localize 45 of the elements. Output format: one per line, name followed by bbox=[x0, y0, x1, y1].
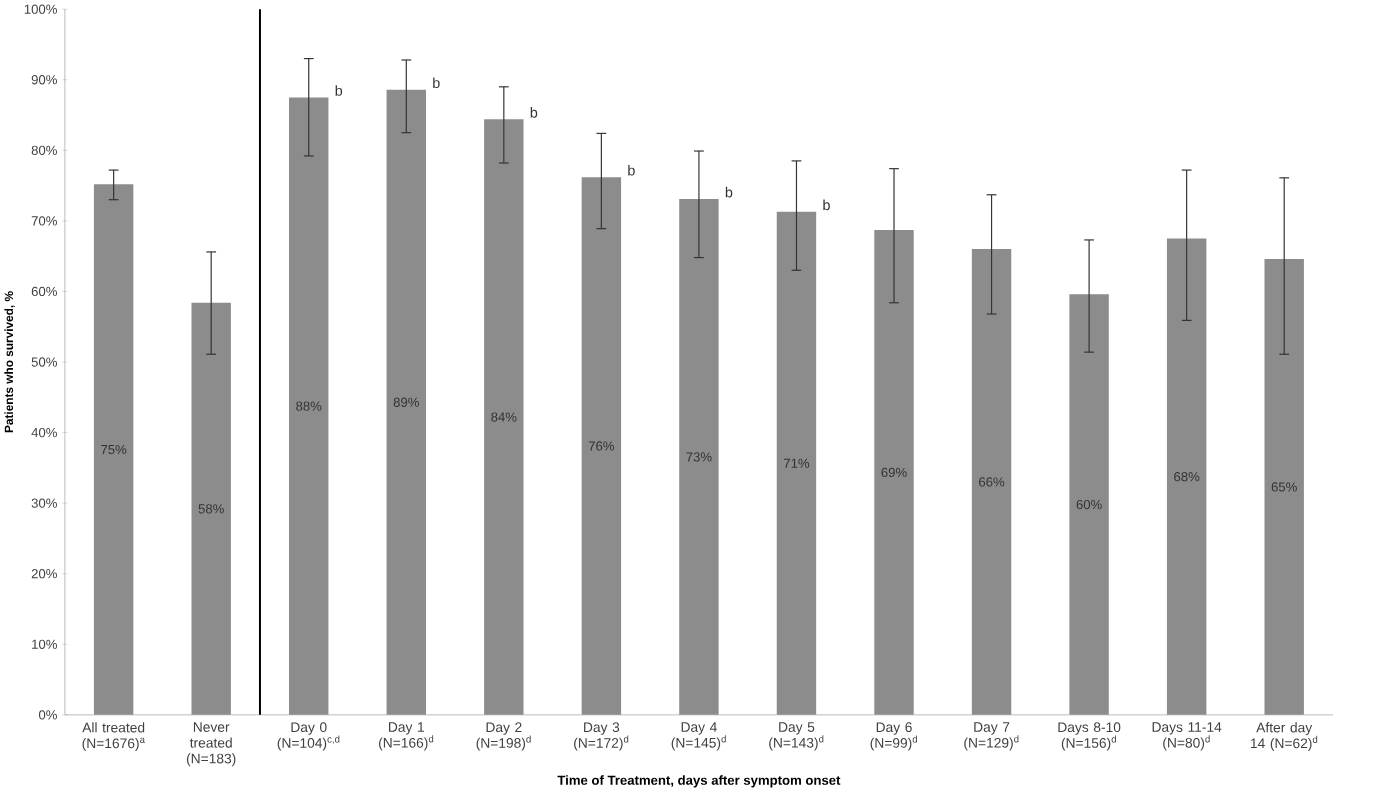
data-label: 89% bbox=[393, 397, 419, 407]
data-label: 71% bbox=[784, 458, 810, 468]
y-axis-title: Patients who survived, % bbox=[4, 291, 15, 433]
x-tick-label: All treated (N=1676)$^{a}$ bbox=[82, 722, 145, 752]
annotation: b bbox=[628, 165, 635, 176]
annotation: b bbox=[530, 107, 538, 118]
y-tick-label: 30% bbox=[31, 498, 57, 508]
data-label: 75% bbox=[101, 445, 127, 455]
x-tick-label: Day 0 (N=104)$^{c,d}$ bbox=[277, 722, 340, 751]
data-label: 73% bbox=[686, 452, 712, 462]
x-axis-title: Time of Treatment, days after symptom onset bbox=[557, 775, 841, 788]
data-label: 58% bbox=[198, 504, 224, 514]
x-tick-label: Day 1 (N=166)$^{d}$ bbox=[379, 722, 434, 751]
data-label: 88% bbox=[296, 401, 322, 411]
annotation: b bbox=[823, 199, 830, 211]
x-tick-label: Day 6 (N=99)$^{d}$ bbox=[870, 722, 918, 751]
data-label: 69% bbox=[881, 467, 907, 478]
data-label: 84% bbox=[491, 412, 517, 422]
x-tick-label: Never treated (N=183) bbox=[186, 722, 236, 767]
y-tick-label: 60% bbox=[31, 286, 57, 297]
y-tick-label: 70% bbox=[31, 216, 57, 226]
annotation: b bbox=[433, 77, 440, 89]
y-tick-label: 0% bbox=[38, 710, 57, 720]
data-label: 68% bbox=[1174, 472, 1200, 482]
annotation: b bbox=[335, 85, 343, 96]
y-tick-label: 80% bbox=[31, 145, 57, 156]
y-tick-label: 20% bbox=[31, 569, 57, 579]
x-tick-label: Day 2 (N=198)$^{d}$ bbox=[476, 722, 531, 751]
y-tick-label: 90% bbox=[31, 75, 57, 85]
y-tick-label: 100% bbox=[24, 4, 57, 14]
data-label: 65% bbox=[1271, 482, 1297, 492]
x-tick-label: Day 4 (N=145)$^{d}$ bbox=[671, 722, 726, 751]
x-tick-label: Day 7 (N=129)$^{d}$ bbox=[964, 722, 1019, 751]
annotation: b bbox=[725, 186, 733, 198]
x-tick-label: Days 11-14 (N=80)$^{d}$ bbox=[1152, 722, 1222, 751]
x-tick-label: After day 14 (N=62)$^{d}$ bbox=[1250, 722, 1318, 752]
x-tick-label: Day 5 (N=143)$^{d}$ bbox=[769, 722, 824, 751]
y-tick-label: 10% bbox=[32, 639, 57, 650]
y-tick-label: 40% bbox=[31, 428, 57, 438]
y-tick-label: 50% bbox=[31, 357, 57, 367]
x-tick-label: Day 3 (N=172)$^{d}$ bbox=[574, 722, 629, 751]
data-label: 66% bbox=[979, 477, 1005, 487]
x-tick-label: Days 8-10 (N=156)$^{d}$ bbox=[1058, 722, 1121, 751]
data-label: 76% bbox=[588, 441, 615, 451]
data-label: 60% bbox=[1076, 500, 1102, 510]
